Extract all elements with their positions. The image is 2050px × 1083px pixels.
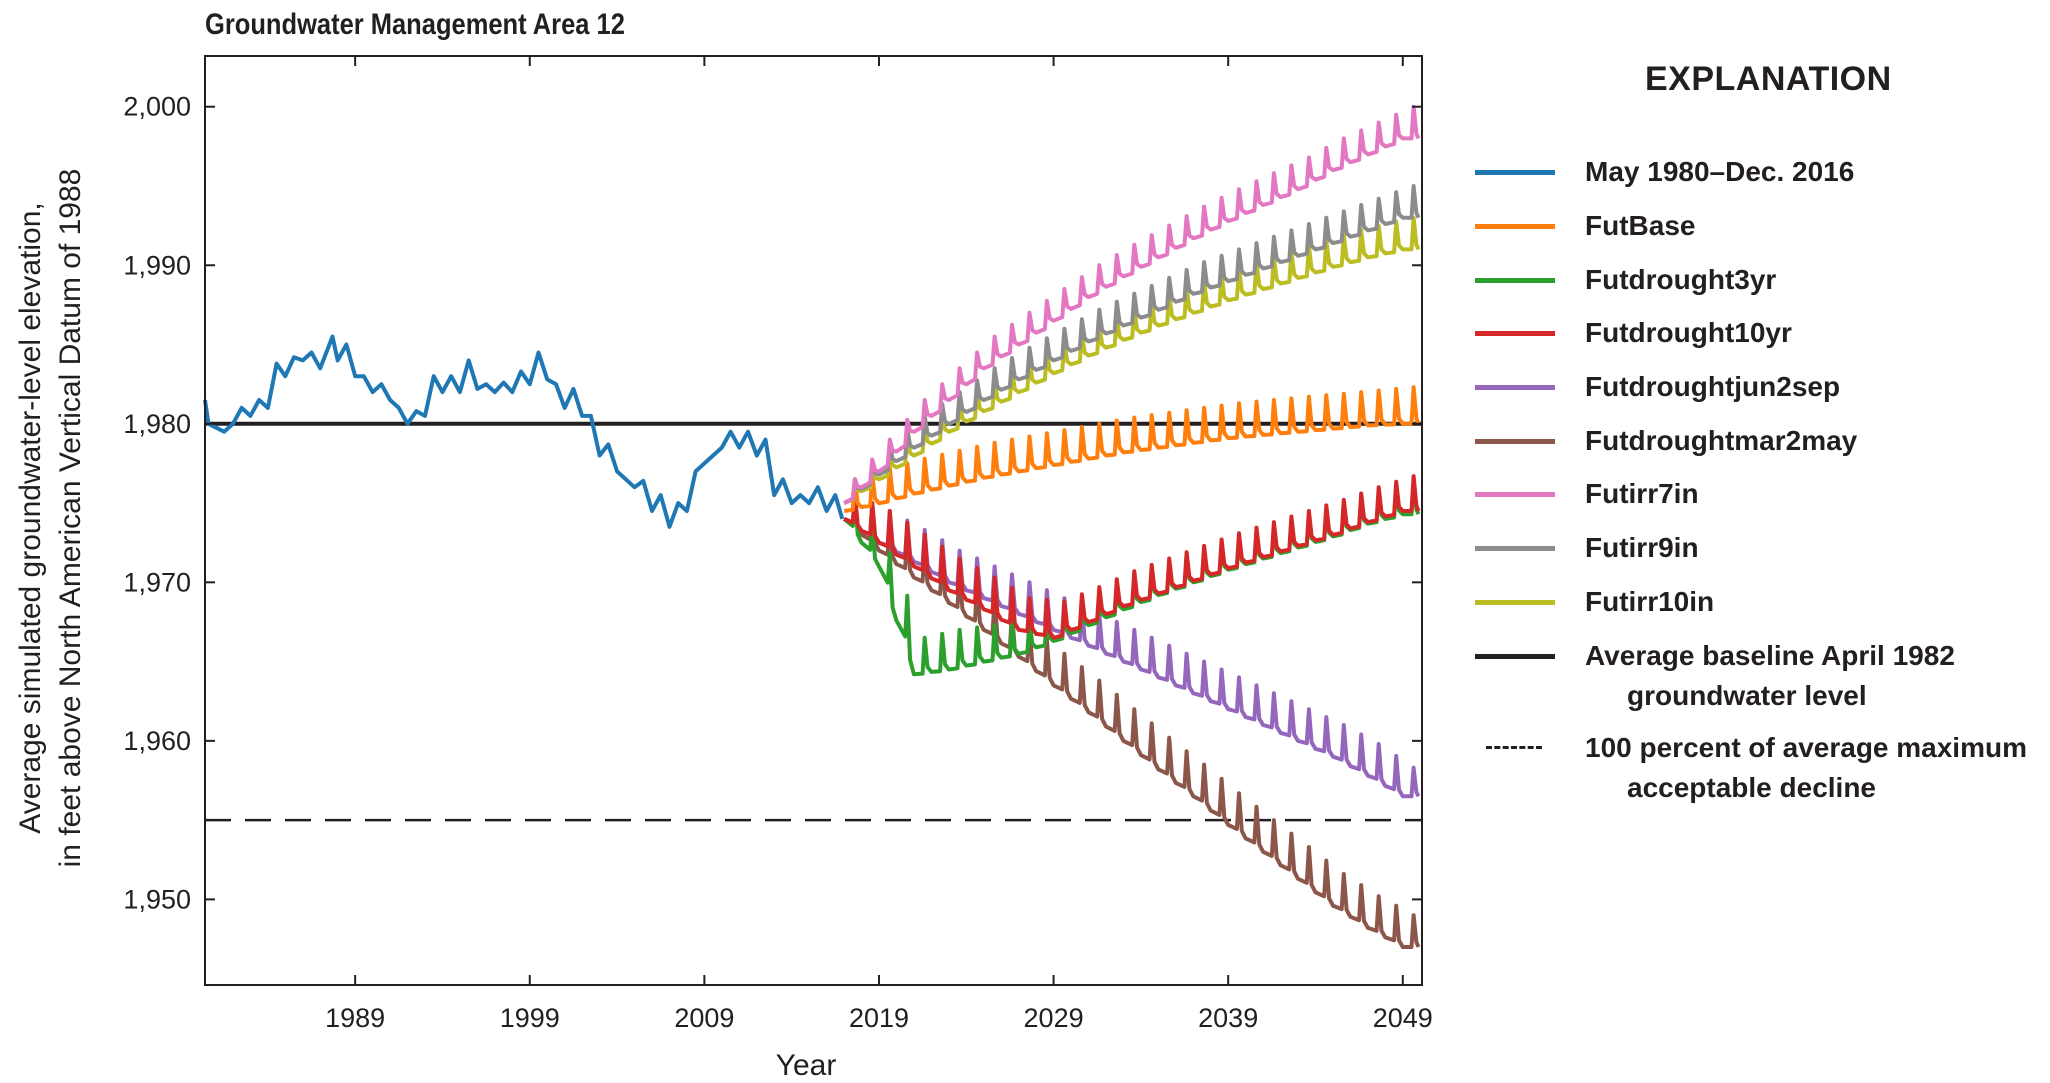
- legend-swatch: [1475, 600, 1555, 605]
- y-tick-label: 2,000: [123, 92, 191, 122]
- legend-title: EXPLANATION: [1645, 60, 1892, 98]
- series-historical: [203, 334, 845, 529]
- legend-label: Average baseline April 1982 groundwater l…: [1585, 636, 1955, 716]
- y-tick-label: 1,960: [123, 726, 191, 756]
- x-tick-label: 2019: [849, 1003, 909, 1033]
- x-tick-label: 1989: [325, 1003, 385, 1033]
- series-futirr7in: [843, 104, 1421, 505]
- x-tick-label: 1999: [500, 1003, 560, 1033]
- x-tick-label: 2049: [1373, 1003, 1433, 1033]
- legend-swatch: [1475, 278, 1555, 283]
- legend-label: Futirr7in: [1585, 478, 1699, 509]
- legend-swatch: [1475, 546, 1555, 551]
- legend-label: Futdroughtmar2may: [1585, 425, 1858, 456]
- legend-label: Futirr10in: [1585, 586, 1715, 617]
- legend-swatch: [1475, 331, 1555, 336]
- legend-label: Futdroughtjun2sep: [1585, 371, 1841, 402]
- legend-label: Futirr9in: [1585, 532, 1699, 563]
- legend-label: FutBase: [1585, 210, 1696, 241]
- y-tick-label: 1,970: [123, 567, 191, 597]
- legend-label-line2: groundwater level: [1627, 680, 1867, 711]
- series-futbase: [843, 385, 1421, 513]
- y-axis-title-line1: Average simulated groundwater-level elev…: [14, 202, 47, 833]
- series-futdroughtjun2sep: [843, 493, 1421, 799]
- legend-label-line2: acceptable decline: [1627, 772, 1877, 803]
- legend-label: 100 percent of average maximum acceptable…: [1585, 728, 2027, 808]
- y-axis-title-line2: in feet above North American Vertical Da…: [54, 169, 87, 868]
- series-futdroughtmar2may: [843, 493, 1421, 949]
- legend-swatch: [1475, 654, 1555, 659]
- legend-swatch: [1475, 224, 1555, 229]
- legend-swatch: [1475, 492, 1555, 497]
- x-tick-label: 2009: [674, 1003, 734, 1033]
- legend-swatch: [1475, 170, 1555, 175]
- y-tick-label: 1,990: [123, 250, 191, 280]
- series-futirr9in: [843, 184, 1421, 505]
- legend-swatch: [1475, 439, 1555, 444]
- y-tick-label: 1,980: [123, 409, 191, 439]
- legend-label-line1: Average baseline April 1982: [1585, 640, 1955, 671]
- legend-label: Futdrought10yr: [1585, 317, 1792, 348]
- legend-label: May 1980–Dec. 2016: [1585, 156, 1855, 187]
- legend-swatch: [1475, 385, 1555, 390]
- legend-label-line1: 100 percent of average maximum: [1585, 732, 2027, 763]
- x-tick-label: 2039: [1198, 1003, 1258, 1033]
- y-tick-label: 1,950: [123, 884, 191, 914]
- series-futdrought10yr: [843, 474, 1421, 640]
- plot-frame: [204, 55, 1423, 986]
- legend-swatch: [1486, 746, 1542, 749]
- x-tick-label: 2029: [1024, 1003, 1084, 1033]
- chart-title: Groundwater Management Area 12: [205, 8, 625, 41]
- x-axis-title: Year: [776, 1049, 837, 1082]
- legend-label: Futdrought3yr: [1585, 264, 1777, 295]
